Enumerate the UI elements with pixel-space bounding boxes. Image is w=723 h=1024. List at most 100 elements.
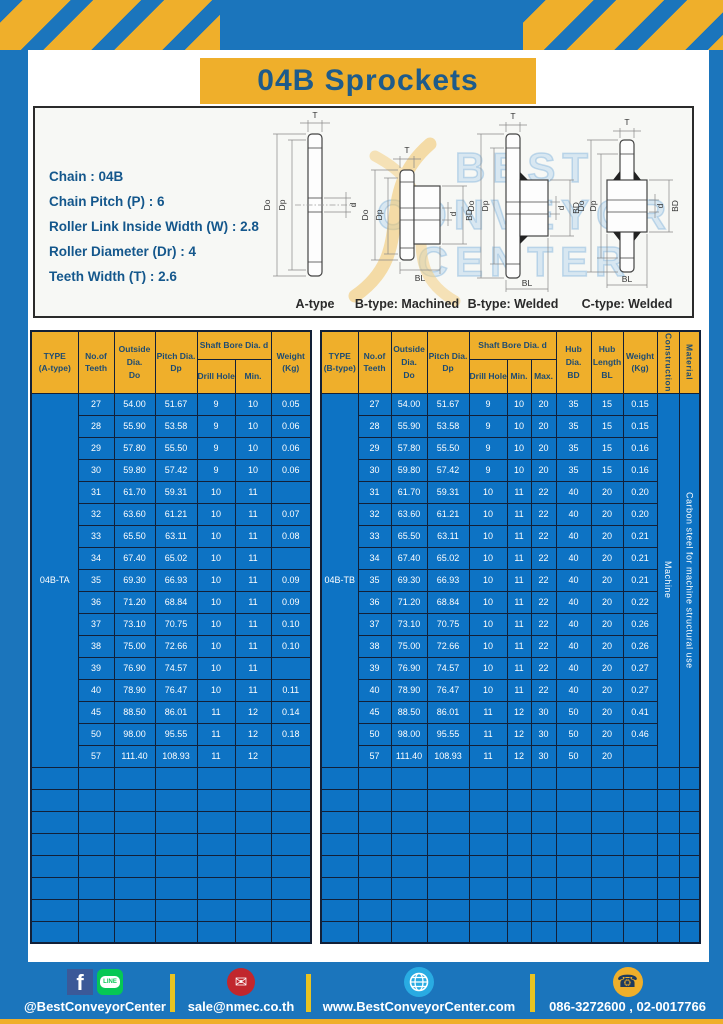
cell: 15 — [590, 392, 624, 416]
cell: 50 — [357, 722, 392, 746]
spec-line: Chain : 04B — [49, 169, 124, 184]
table-row: 45 88.50 86.01 11 12 0.14 — [31, 700, 312, 724]
construction-value: Machine — [656, 392, 680, 768]
page: 04B Sprockets BEST CONVEYOR CENTER Chain… — [28, 50, 709, 962]
cell — [270, 656, 312, 680]
cell — [320, 810, 359, 834]
cell: 20 — [590, 546, 624, 570]
cell: 51.67 — [154, 392, 198, 416]
cell: 65.50 — [113, 524, 156, 548]
cell: 11 — [506, 524, 532, 548]
empty-row — [30, 766, 312, 790]
cell: 63.11 — [426, 524, 470, 548]
col-header-shaft-bore: Shaft Bore Dia. d — [196, 330, 272, 360]
table-row: 37 73.10 70.75 10 11 22 40 20 0.26 — [321, 612, 700, 636]
cell: 0.09 — [270, 590, 312, 614]
cell: 54.00 — [390, 392, 428, 416]
cell — [270, 744, 312, 768]
col-header-material: Material — [678, 330, 701, 394]
cell: 12 — [234, 700, 272, 724]
col-header-hub-dia: Hub Dia. BD — [555, 330, 592, 394]
cell: 67.40 — [113, 546, 156, 570]
cell: 11 — [506, 546, 532, 570]
cell: 57.42 — [154, 458, 198, 482]
cell — [320, 898, 359, 922]
cell: 22 — [530, 480, 557, 504]
cell: 76.47 — [426, 678, 470, 702]
table-row: 36 71.20 68.84 10 11 22 40 20 0.22 — [321, 590, 700, 614]
cell — [622, 766, 658, 790]
col-header-weight: Weight (Kg) — [270, 330, 312, 394]
table-row: 29 57.80 55.50 9 10 20 35 15 0.16 — [321, 436, 700, 460]
cell: 12 — [506, 722, 532, 746]
cell — [530, 766, 557, 790]
cell: 10 — [196, 590, 236, 614]
cell: 68.84 — [426, 590, 470, 614]
table-row: 35 69.30 66.93 10 11 22 40 20 0.21 — [321, 568, 700, 592]
cell — [30, 876, 79, 900]
cell — [530, 854, 557, 878]
cell: 10 — [196, 612, 236, 636]
cell — [506, 854, 532, 878]
cell — [468, 898, 508, 922]
col-header-outside-dia: Outside Dia. Do — [390, 330, 428, 394]
cell: 22 — [530, 568, 557, 592]
cell — [320, 788, 359, 812]
cell — [622, 920, 658, 944]
cell: 66.93 — [154, 568, 198, 592]
cell: 0.07 — [270, 502, 312, 526]
cell: 11 — [196, 722, 236, 746]
cell: 0.08 — [270, 524, 312, 548]
cell: 10 — [234, 436, 272, 460]
cell: 40 — [555, 678, 592, 702]
cell — [468, 876, 508, 900]
cell: 22 — [530, 678, 557, 702]
cell — [468, 788, 508, 812]
cell: 9 — [468, 458, 508, 482]
cell: 111.40 — [390, 744, 428, 768]
svg-text:BD: BD — [571, 202, 581, 214]
cell — [390, 898, 428, 922]
col-header-drill-hole: Drill Hole — [196, 358, 236, 394]
type-label: 04B-TA — [30, 392, 79, 768]
cell — [320, 876, 359, 900]
col-header-drill-hole: Drill Hole — [468, 358, 508, 394]
svg-text:d: d — [655, 203, 665, 208]
caption-b-type-welded: B-type: Welded — [467, 297, 559, 311]
globe-icon — [404, 967, 434, 997]
footer-social-section: f LINE @BestConveyorCenter — [20, 967, 170, 1014]
cell — [555, 876, 592, 900]
cell: 11 — [234, 612, 272, 636]
cell: 66.93 — [426, 568, 470, 592]
cell: 59.80 — [390, 458, 428, 482]
cell — [270, 876, 312, 900]
chain-specs: Chain : 04B Chain Pitch (P) : 6 Roller L… — [49, 164, 259, 289]
cell: 11 — [468, 722, 508, 746]
col-header-construction: Construction — [656, 330, 680, 394]
cell — [656, 920, 680, 944]
cell — [530, 810, 557, 834]
cell: 22 — [530, 502, 557, 526]
cell: 45 — [77, 700, 115, 724]
cell: 65.02 — [426, 546, 470, 570]
cell: 57 — [357, 744, 392, 768]
empty-row — [30, 920, 312, 944]
cell: 20 — [590, 524, 624, 548]
cell: 108.93 — [154, 744, 198, 768]
cell: 59.31 — [154, 480, 198, 504]
cell: 35 — [555, 458, 592, 482]
table-row: 32 63.60 61.21 10 11 0.07 — [31, 502, 312, 526]
cell: 0.21 — [622, 568, 658, 592]
cell — [678, 766, 701, 790]
cell: 11 — [234, 480, 272, 504]
cell: 0.26 — [622, 612, 658, 636]
cell: 50 — [555, 700, 592, 724]
cell — [622, 854, 658, 878]
cell: 10 — [468, 612, 508, 636]
cell — [622, 810, 658, 834]
cell: 9 — [468, 414, 508, 438]
empty-row — [320, 788, 701, 812]
cell — [656, 832, 680, 856]
cell — [30, 788, 79, 812]
cell — [154, 920, 198, 944]
